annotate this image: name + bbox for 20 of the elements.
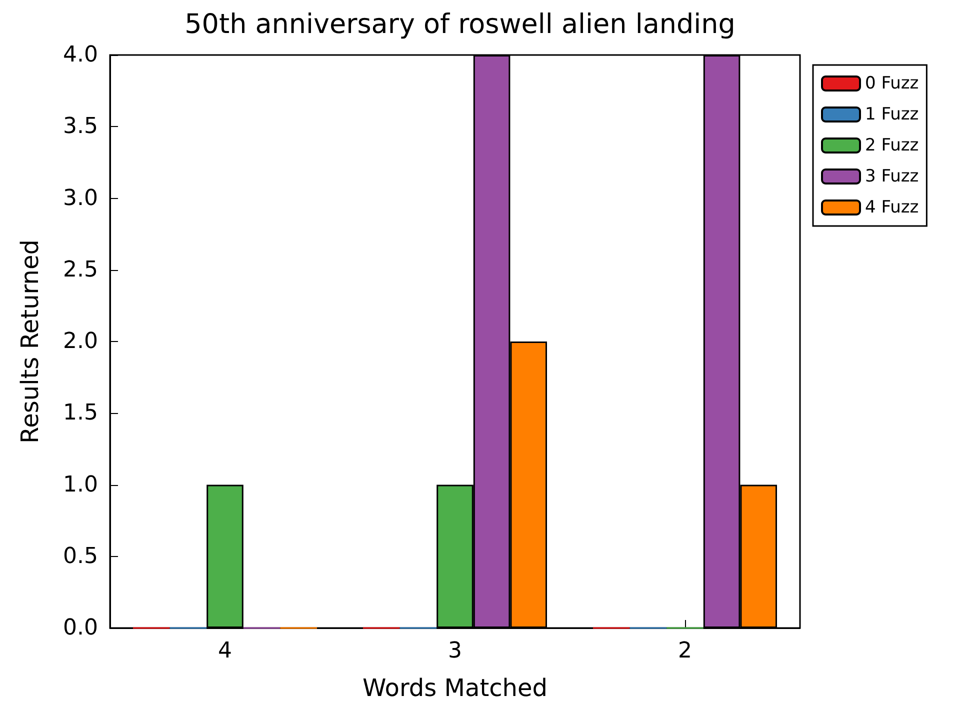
legend-label: 2 Fuzz	[865, 136, 919, 156]
chart-title: 50th anniversary of roswell alien landing	[184, 9, 736, 40]
y-tick-label: 2.0	[63, 329, 98, 354]
y-tick-label: 1.0	[63, 472, 98, 498]
y-tick-label: 2.5	[63, 257, 98, 282]
y-tick-label: 0.5	[63, 544, 98, 569]
y-tick-label: 1.5	[63, 400, 98, 426]
legend-label: 3 Fuzz	[865, 166, 919, 186]
y-tick-label: 3.5	[63, 114, 98, 140]
legend-label: 1 Fuzz	[865, 104, 919, 124]
y-tick-label: 0.0	[63, 616, 98, 640]
y-tick-label: 4.0	[63, 42, 98, 68]
y-axis-title: Results Returned	[16, 240, 44, 444]
x-tick-label: 3	[448, 638, 462, 664]
x-axis-title: Words Matched	[362, 674, 548, 702]
x-tick-label: 4	[218, 638, 232, 664]
y-tick-label: 3.0	[63, 186, 98, 211]
x-tick-label: 2	[678, 638, 692, 664]
legend-label: 0 Fuzz	[865, 74, 919, 94]
legend-label: 4 Fuzz	[865, 198, 919, 218]
